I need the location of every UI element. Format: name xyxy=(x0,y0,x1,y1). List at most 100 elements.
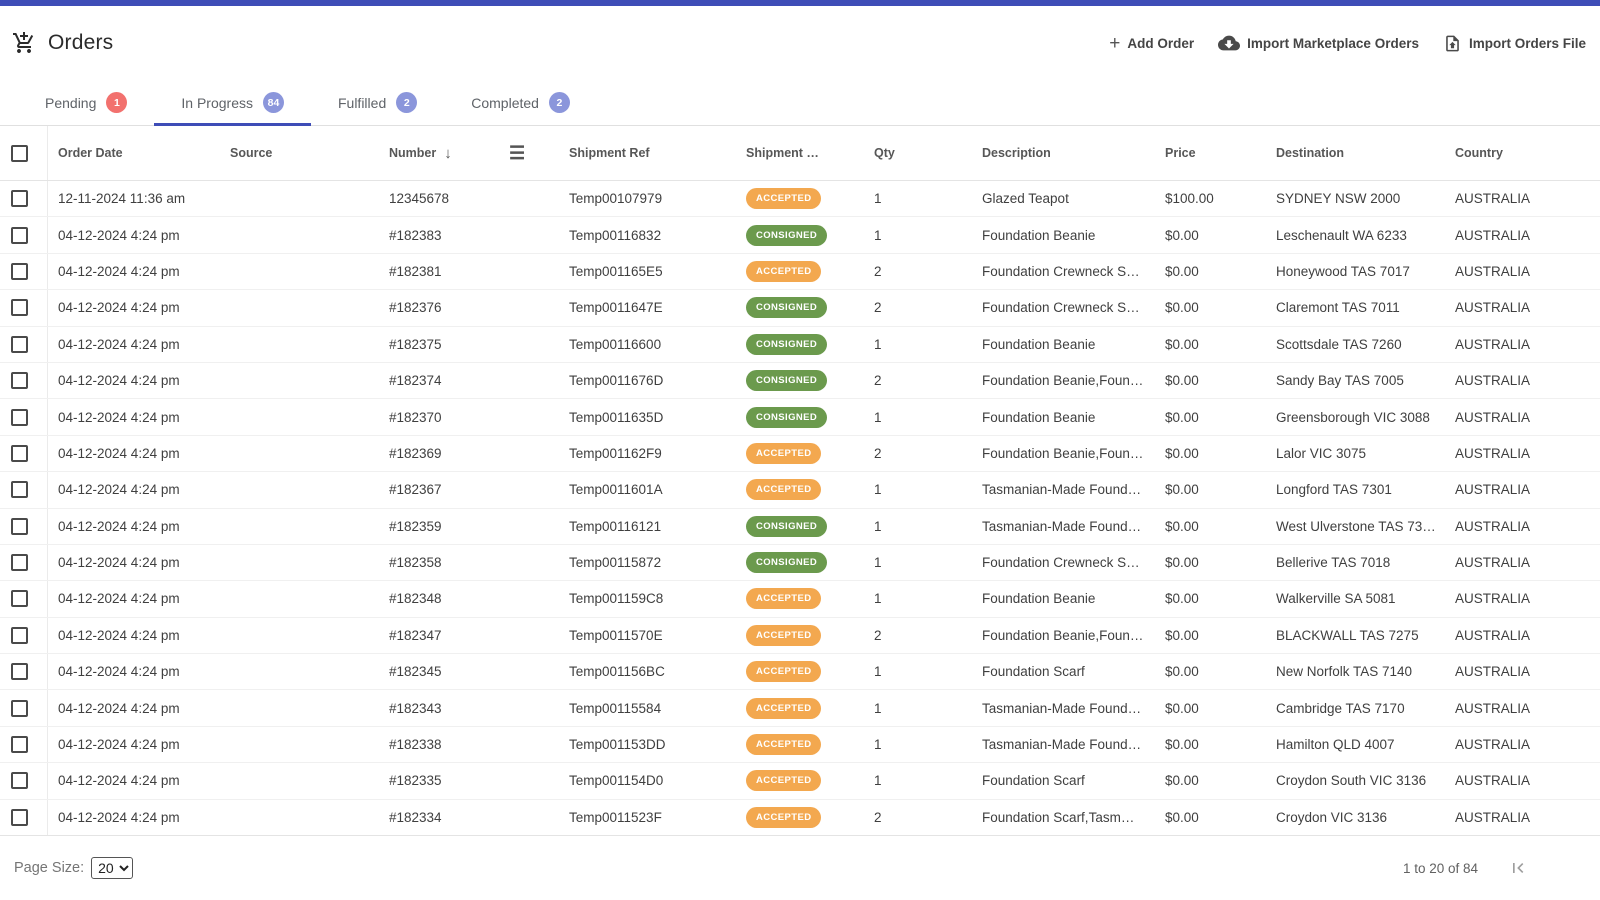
shipment-status-cell: ACCEPTED xyxy=(736,181,864,216)
source-cell xyxy=(220,290,379,325)
top-accent-bar xyxy=(0,0,1600,6)
table-row[interactable]: 04-12-2024 4:24 pm #182376 Temp0011647E CON… xyxy=(0,290,1600,327)
column-header-price[interactable]: Price xyxy=(1165,146,1196,160)
tab-in-progress[interactable]: In Progress 84 xyxy=(154,80,311,126)
row-checkbox[interactable] xyxy=(11,408,28,426)
table-row[interactable]: 12-11-2024 11:36 am 12345678 Temp00107979 A… xyxy=(0,181,1600,218)
table-row[interactable]: 04-12-2024 4:24 pm #182367 Temp0011601A ACC… xyxy=(0,472,1600,509)
row-checkbox[interactable] xyxy=(11,699,28,717)
status-badge: ACCEPTED xyxy=(746,806,822,828)
destination-cell: Longford TAS 7301 xyxy=(1276,482,1392,498)
table-row[interactable]: 04-12-2024 4:24 pm #182345 Temp001156BC ACC… xyxy=(0,654,1600,691)
table-row[interactable]: 04-12-2024 4:24 pm #182358 Temp00115872 CON… xyxy=(0,544,1600,582)
tab-pending[interactable]: Pending 1 xyxy=(18,80,154,125)
row-checkbox[interactable] xyxy=(11,262,28,280)
row-checkbox-cell xyxy=(0,617,48,654)
table-row[interactable]: 04-12-2024 4:24 pm #182343 Temp00115584 ACC… xyxy=(0,690,1600,727)
sort-descending-icon[interactable]: ↓ xyxy=(444,144,452,162)
row-checkbox[interactable] xyxy=(11,554,28,572)
first-page-icon[interactable] xyxy=(1508,858,1528,878)
order-date-cell: 04-12-2024 4:24 pm xyxy=(58,664,180,680)
menu-gap-cell xyxy=(499,654,559,689)
qty-cell: 1 xyxy=(874,555,882,571)
destination-cell: New Norfolk TAS 7140 xyxy=(1276,664,1413,680)
import-marketplace-orders-button[interactable]: Import Marketplace Orders xyxy=(1218,32,1419,54)
number-cell: #182347 xyxy=(389,627,442,643)
column-header-shipment-status[interactable]: Shipment … xyxy=(746,146,819,160)
row-checkbox[interactable] xyxy=(11,372,28,390)
column-header-country[interactable]: Country xyxy=(1455,146,1503,160)
order-date-cell: 04-12-2024 4:24 pm xyxy=(58,300,180,316)
row-checkbox-cell xyxy=(0,290,48,326)
row-checkbox[interactable] xyxy=(11,626,28,644)
table-row[interactable]: 04-12-2024 4:24 pm #182347 Temp0011570E ACC… xyxy=(0,617,1600,655)
column-header-description[interactable]: Description xyxy=(982,146,1051,160)
table-row[interactable]: 04-12-2024 4:24 pm #182381 Temp001165E5 ACC… xyxy=(0,253,1600,291)
table-row[interactable]: 04-12-2024 4:24 pm #182383 Temp00116832 CON… xyxy=(0,217,1600,254)
column-header-qty[interactable]: Qty xyxy=(874,146,895,160)
column-header-destination[interactable]: Destination xyxy=(1276,146,1345,160)
page-size-select[interactable]: 20 xyxy=(91,857,134,880)
add-order-button[interactable]: + Add Order xyxy=(1109,34,1194,53)
row-checkbox[interactable] xyxy=(11,335,28,353)
table-row[interactable]: 04-12-2024 4:24 pm #182375 Temp00116600 CON… xyxy=(0,326,1600,363)
table-row[interactable]: 04-12-2024 4:24 pm #182348 Temp001159C8 ACC… xyxy=(0,581,1600,618)
country-cell: AUSTRALIA xyxy=(1455,555,1531,571)
source-cell xyxy=(220,763,379,798)
price-cell: $0.00 xyxy=(1165,227,1199,243)
table-footer: Page Size: 20 1 to 20 of 84 xyxy=(0,836,1600,900)
tab-label: Completed xyxy=(471,94,539,111)
table-row[interactable]: 04-12-2024 4:24 pm #182359 Temp00116121 CON… xyxy=(0,508,1600,545)
column-menu-icon[interactable]: ☰ xyxy=(509,142,526,163)
row-checkbox[interactable] xyxy=(11,663,28,681)
order-date-cell: 04-12-2024 4:24 pm xyxy=(58,591,180,607)
order-date-cell: 04-12-2024 4:24 pm xyxy=(58,482,180,498)
row-checkbox[interactable] xyxy=(11,481,28,499)
price-cell: $0.00 xyxy=(1165,555,1199,571)
row-checkbox[interactable] xyxy=(11,590,28,608)
table-row[interactable]: 04-12-2024 4:24 pm #182338 Temp001153DD ACC… xyxy=(0,726,1600,764)
country-cell: AUSTRALIA xyxy=(1455,773,1531,789)
shipment-ref-cell: Temp00116600 xyxy=(569,336,662,352)
table-row[interactable]: 04-12-2024 4:24 pm #182334 Temp0011523F ACC… xyxy=(0,799,1600,837)
destination-cell: Greensborough VIC 3088 xyxy=(1276,409,1430,425)
column-header-number[interactable]: Number ↓ xyxy=(379,126,499,180)
row-checkbox[interactable] xyxy=(11,226,28,244)
row-checkbox[interactable] xyxy=(11,444,28,462)
status-badge: CONSIGNED xyxy=(746,224,828,246)
status-badge: ACCEPTED xyxy=(746,479,822,501)
column-header-shipment-ref[interactable]: Shipment Ref xyxy=(569,146,650,160)
source-cell xyxy=(220,618,379,653)
country-cell: AUSTRALIA xyxy=(1455,409,1531,425)
row-checkbox[interactable] xyxy=(11,190,28,208)
table-row[interactable]: 04-12-2024 4:24 pm #182335 Temp001154D0 ACC… xyxy=(0,763,1600,800)
column-header-order-date[interactable]: Order Date xyxy=(58,146,123,160)
country-cell: AUSTRALIA xyxy=(1455,591,1531,607)
column-header-source[interactable]: Source xyxy=(230,146,273,160)
select-all-checkbox[interactable] xyxy=(11,144,28,162)
row-checkbox[interactable] xyxy=(11,772,28,790)
row-checkbox[interactable] xyxy=(11,299,28,317)
description-cell: Foundation Beanie,Foun… xyxy=(982,445,1144,461)
table-row[interactable]: 04-12-2024 4:24 pm #182374 Temp0011676D CON… xyxy=(0,362,1600,400)
status-badge: ACCEPTED xyxy=(746,588,822,610)
number-cell: #182370 xyxy=(389,409,442,425)
table-header-row: Order Date Source Number ↓ ☰ Shipment Re… xyxy=(0,126,1600,181)
shipment-status-cell: ACCEPTED xyxy=(736,654,864,689)
table-row[interactable]: 04-12-2024 4:24 pm #182370 Temp0011635D CON… xyxy=(0,399,1600,436)
tab-fulfilled[interactable]: Fulfilled 2 xyxy=(311,80,444,125)
row-checkbox[interactable] xyxy=(11,517,28,535)
import-orders-file-button[interactable]: Import Orders File xyxy=(1443,34,1586,53)
row-checkbox[interactable] xyxy=(11,808,28,826)
number-cell: #182335 xyxy=(389,773,442,789)
table-row[interactable]: 04-12-2024 4:24 pm #182369 Temp001162F9 ACC… xyxy=(0,435,1600,473)
tab-completed[interactable]: Completed 2 xyxy=(444,80,597,125)
description-cell: Foundation Beanie xyxy=(982,409,1096,425)
description-cell: Foundation Scarf,Tasm… xyxy=(982,809,1135,825)
row-checkbox-cell xyxy=(0,581,48,617)
row-checkbox-cell xyxy=(0,508,48,544)
qty-cell: 2 xyxy=(874,627,882,643)
row-checkbox-cell xyxy=(0,472,48,508)
row-checkbox[interactable] xyxy=(11,736,28,754)
number-cell: #182374 xyxy=(389,373,442,389)
